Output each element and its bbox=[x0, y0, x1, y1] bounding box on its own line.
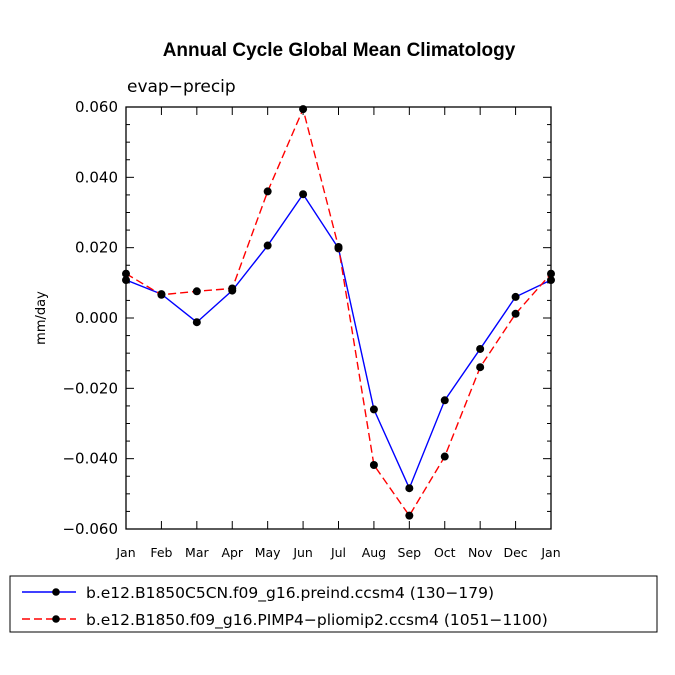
y-tick-label: −0.040 bbox=[62, 450, 118, 468]
series-2-point bbox=[511, 309, 520, 318]
x-tick-label: Apr bbox=[221, 545, 243, 560]
y-tick-labels: 0.060 0.040 0.020 0.000 −0.020 −0.040 −0.060 bbox=[62, 98, 118, 538]
y-tick-label: 0.000 bbox=[75, 309, 118, 327]
series-1-point bbox=[440, 396, 449, 405]
legend-item-series-1: b.e12.B1850C5CN.f09_g16.preind.ccsm4 (13… bbox=[22, 584, 494, 603]
x-tick-label: Nov bbox=[468, 545, 493, 560]
y-tick-label: −0.020 bbox=[62, 379, 118, 397]
y-tick-label: −0.060 bbox=[62, 520, 118, 538]
series-2-point bbox=[192, 287, 201, 296]
series-1-point bbox=[476, 344, 485, 353]
series-1-point bbox=[369, 405, 378, 414]
legend-marker-series-2 bbox=[52, 615, 60, 623]
y-tick-label: 0.060 bbox=[75, 98, 118, 116]
series-2-point bbox=[369, 460, 378, 469]
x-tick-label: Jun bbox=[292, 545, 313, 560]
series-2-point bbox=[157, 290, 166, 299]
series-2-point bbox=[299, 105, 308, 114]
x-tick-label: Aug bbox=[362, 545, 386, 560]
axis-ticks bbox=[125, 106, 552, 530]
series-1-point bbox=[547, 276, 555, 285]
series-2-point bbox=[122, 269, 130, 278]
x-tick-label: Jan bbox=[540, 545, 560, 560]
chart-title: Annual Cycle Global Mean Climatology bbox=[163, 40, 516, 61]
x-tick-label: Sep bbox=[398, 545, 422, 560]
series-1-point bbox=[511, 292, 520, 301]
x-tick-label: Jan bbox=[115, 545, 135, 560]
x-tick-label: Feb bbox=[150, 545, 172, 560]
x-tick-label: Mar bbox=[185, 545, 209, 560]
legend-label-series-1: b.e12.B1850C5CN.f09_g16.preind.ccsm4 (13… bbox=[86, 584, 494, 603]
legend-marker-series-1 bbox=[52, 588, 60, 596]
series-1-point bbox=[263, 241, 272, 250]
series-2-point bbox=[334, 242, 343, 251]
y-axis-label: mm/day bbox=[34, 291, 49, 345]
series-1-point bbox=[122, 276, 130, 285]
x-tick-label: Dec bbox=[503, 545, 527, 560]
series-1-point bbox=[299, 190, 308, 199]
legend-box bbox=[9, 575, 658, 633]
series-2-point bbox=[263, 187, 272, 196]
x-tick-label: Jul bbox=[330, 545, 346, 560]
series-2-point bbox=[476, 363, 485, 372]
legend-item-series-2: b.e12.B1850.f09_g16.PIMP4−pliomip2.ccsm4… bbox=[22, 611, 548, 630]
series-2-point bbox=[405, 511, 414, 520]
series-layer bbox=[122, 105, 555, 520]
legend-label-series-2: b.e12.B1850.f09_g16.PIMP4−pliomip2.ccsm4… bbox=[86, 611, 548, 630]
series-1-point bbox=[405, 484, 414, 493]
x-tick-labels: Jan Feb Mar Apr May Jun Jul Aug Sep Oct Nov Dec Jan bbox=[115, 545, 560, 560]
x-tick-label: Oct bbox=[434, 545, 456, 560]
chart-subtitle: evap−precip bbox=[127, 77, 236, 97]
y-tick-label: 0.040 bbox=[75, 168, 118, 186]
series-2-point bbox=[228, 284, 237, 293]
series-2-point bbox=[440, 452, 449, 461]
series-1-point bbox=[192, 318, 201, 327]
series-1-line bbox=[125, 192, 552, 490]
y-tick-label: 0.020 bbox=[75, 239, 118, 257]
plot-frame bbox=[125, 106, 552, 530]
x-tick-label: May bbox=[255, 545, 281, 560]
series-2-line bbox=[125, 106, 552, 517]
series-2-point bbox=[547, 269, 555, 278]
